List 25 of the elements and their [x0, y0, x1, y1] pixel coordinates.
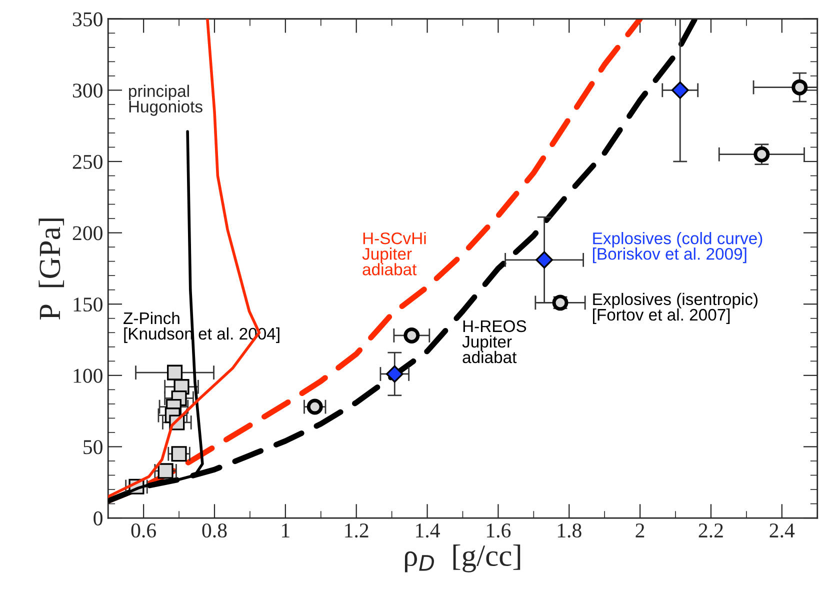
x-tick-label: 1	[282, 524, 290, 538]
x-axis-title: ρ$_{D}$ [g/cc]	[404, 544, 520, 572]
y-axis-title: P [GPa]	[38, 218, 64, 320]
x-tick-label: 2.4	[770, 524, 795, 538]
y-tick-label: 200	[72, 226, 102, 240]
x-tick-label: 2.2	[698, 524, 723, 538]
x-tick-label: 0.6	[131, 523, 156, 538]
y-tick-label: 300	[72, 84, 102, 98]
x-tick-label: 1.4	[416, 524, 440, 538]
y-tick-label: 50	[84, 440, 102, 454]
text: Explosives (cold curve) [Boriskov et al. 2009]	[593, 232, 762, 264]
x-tick-label: 2	[636, 524, 644, 538]
annotation: principal Hugoniots	[129, 84, 202, 116]
x-tick-label: 0.8	[202, 523, 227, 538]
series-label: H-REOS Jupiter adiabat	[462, 320, 526, 364]
x-tick-label: 1.2	[345, 524, 368, 538]
y-tick-label: 350	[72, 12, 102, 26]
x-tick-label: 1.6	[487, 524, 511, 538]
y-tick-label: 100	[74, 368, 102, 383]
y-tick-label: 0	[94, 511, 102, 526]
series-label: H-SCvHi Jupiter adiabat	[362, 232, 426, 276]
x-tick-label: 1.8	[558, 523, 582, 538]
series-label: Explosives (isentropic) [Fortov et al. 2007]	[593, 292, 758, 324]
y-tick-label: 150	[74, 297, 102, 312]
y-tick-label: 250	[72, 154, 102, 169]
